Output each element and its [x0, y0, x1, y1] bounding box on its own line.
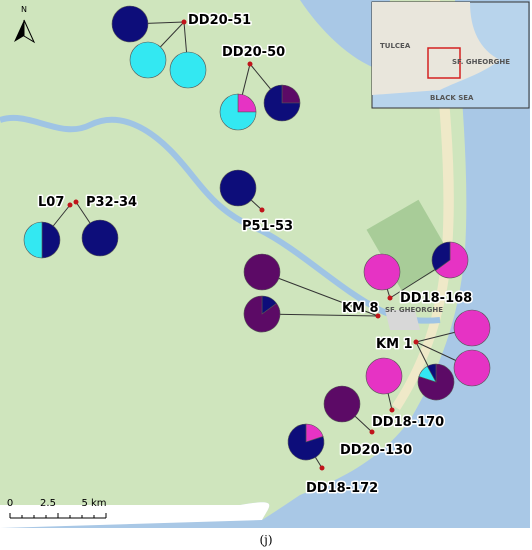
site-marker: [181, 19, 187, 25]
forest: [366, 199, 454, 291]
pie-chart: [111, 5, 149, 43]
site-marker: [387, 295, 393, 301]
pie-chart: [23, 221, 61, 259]
site-label: KM 8: [342, 301, 379, 316]
pie-slice: [243, 253, 281, 291]
site-label: DD18-168: [400, 291, 472, 306]
scale-label: 5 km: [81, 498, 106, 509]
site-label: L07: [38, 195, 64, 210]
pie-chart: [431, 241, 469, 279]
pie-chart: [129, 41, 167, 79]
caption: (j): [259, 533, 272, 547]
site-marker: [413, 339, 419, 345]
pie-slice: [363, 253, 401, 291]
pie-slice: [435, 241, 469, 279]
pie-slice: [23, 221, 43, 259]
pie-chart: [363, 253, 401, 291]
pie-chart: [323, 385, 361, 423]
pie-chart: [243, 253, 281, 291]
pie-chart: [243, 295, 281, 333]
pie-chart: [453, 309, 491, 347]
north-arrow-half: [14, 20, 24, 42]
pie-slice: [81, 219, 119, 257]
overlay: DD20-51 DD20-50 P51-53 L07 P32-34 KM 8 DD18-16…: [23, 5, 491, 498]
site-marker: [375, 313, 381, 319]
site-marker: [247, 61, 253, 67]
pie-slice: [219, 169, 257, 207]
pie-chart: [417, 363, 455, 401]
inset-label: TULCEA: [380, 42, 411, 50]
scale-label: 0: [7, 498, 13, 509]
site-marker: [67, 202, 73, 208]
north-arrow-outline: [23, 19, 36, 44]
river: [0, 115, 441, 324]
pie-chart: [219, 169, 257, 207]
site-label: KM 1: [376, 337, 413, 352]
leader-line: [261, 271, 379, 317]
beach: [392, 0, 454, 410]
site-label: DD20-51: [188, 13, 251, 28]
pie-slice: [365, 357, 403, 395]
scale-ticks: [9, 513, 107, 519]
north-arrow: N: [14, 5, 36, 44]
pie-slice: [219, 93, 257, 131]
lake: [300, 0, 390, 70]
site-label: DD18-172: [306, 481, 378, 496]
pie-chart: [81, 219, 119, 257]
site-marker: [389, 407, 395, 413]
lower-margin: [0, 502, 270, 528]
pie-slice: [426, 363, 437, 383]
pie-slice: [243, 295, 281, 333]
site-marker: [319, 465, 325, 471]
scale-bar: 0 2.5 5 km: [7, 498, 107, 519]
pie-chart: [263, 84, 301, 122]
scale-label: 2.5: [40, 498, 56, 509]
pie-slice: [41, 221, 61, 259]
pie-chart: [453, 349, 491, 387]
site-label: P51-53: [242, 219, 293, 234]
pie-chart: [365, 357, 403, 395]
site-label: P32-34: [86, 195, 137, 210]
pie-chart: [169, 51, 207, 89]
site-label: DD20-130: [340, 443, 412, 458]
pie-slice: [263, 84, 301, 122]
inset-label: SF. GHEORGHE: [452, 58, 510, 66]
site-label: DD18-170: [372, 415, 444, 430]
pie-slice: [453, 309, 491, 347]
pie-slice: [431, 241, 451, 271]
site-marker: [73, 199, 79, 205]
pie-slice: [169, 51, 207, 89]
pie-slice: [453, 349, 491, 387]
leader-line: [261, 313, 379, 317]
town-label: SF. GHEORGHE: [385, 306, 443, 314]
pie-slice: [111, 5, 149, 43]
pie-slice: [287, 423, 325, 461]
inset-map: TULCEA SF. GHEORGHE BLACK SEA: [371, 1, 530, 109]
pie-slice: [129, 41, 167, 79]
site-marker: [369, 429, 375, 435]
pie-slice: [323, 385, 361, 423]
site-marker: [259, 207, 265, 213]
north-label: N: [21, 5, 27, 14]
town: [385, 310, 420, 330]
inset-extent: [427, 47, 461, 79]
pie-chart: [219, 93, 257, 131]
pie-chart: [287, 423, 325, 461]
site-label: DD20-50: [222, 45, 285, 60]
inset-label: BLACK SEA: [430, 94, 474, 102]
